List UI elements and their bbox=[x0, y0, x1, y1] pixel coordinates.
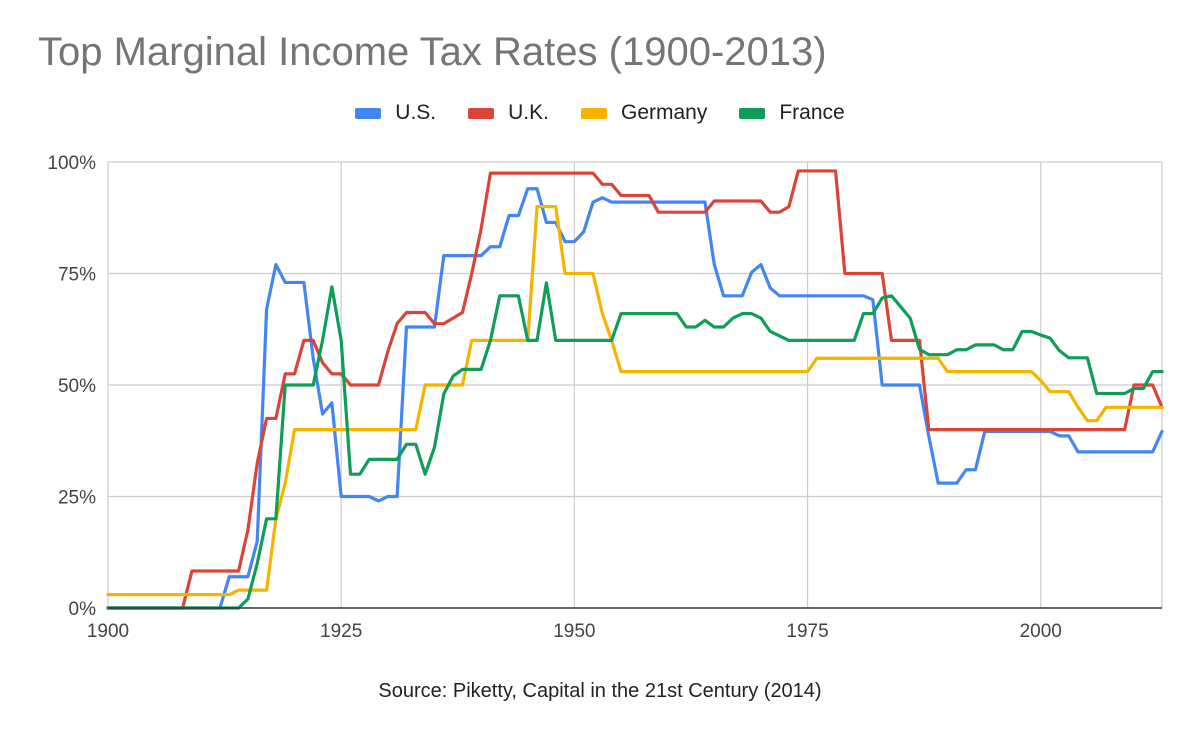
legend-label-us: U.S. bbox=[395, 101, 437, 124]
x-tick-label: 1950 bbox=[553, 621, 595, 642]
chart-title: Top Marginal Income Tax Rates (1900-2013… bbox=[38, 30, 827, 74]
grid-lines bbox=[107, 161, 1163, 608]
axes: 0% 25% 50% 75% 100% 1900 1925 1950 1975 2000 bbox=[47, 153, 1162, 642]
source-note: Source: Piketty, Capital in the 21st Cen… bbox=[378, 680, 822, 702]
y-tick-label: 50% bbox=[58, 376, 96, 397]
legend-swatch-germany bbox=[580, 107, 607, 119]
legend-item-us[interactable]: U.S. bbox=[355, 100, 436, 126]
x-tick-label: 1925 bbox=[320, 621, 362, 642]
x-tick-label: 2000 bbox=[1020, 621, 1062, 642]
legend-item-france[interactable]: France bbox=[739, 100, 845, 126]
y-tick-label: 0% bbox=[69, 599, 97, 620]
legend-label-germany: Germany bbox=[620, 101, 708, 124]
series-line-france bbox=[106, 281, 1164, 610]
series-lines bbox=[106, 169, 1164, 610]
series-line-u-s bbox=[106, 187, 1164, 610]
legend-swatch-uk bbox=[468, 107, 495, 119]
legend-item-uk[interactable]: U.K. bbox=[468, 100, 549, 126]
legend-swatch-france bbox=[739, 107, 766, 119]
legend-swatch-us bbox=[355, 107, 382, 119]
series-line-germany bbox=[106, 205, 1164, 597]
y-tick-label: 25% bbox=[58, 488, 96, 509]
legend-label-uk: U.K. bbox=[508, 101, 549, 124]
legend-item-germany[interactable]: Germany bbox=[580, 100, 708, 126]
series-line-u-k bbox=[106, 169, 1164, 610]
x-tick-label: 1975 bbox=[786, 621, 828, 642]
x-tick-label: 1900 bbox=[87, 621, 129, 642]
y-tick-label: 100% bbox=[47, 153, 96, 174]
y-tick-label: 75% bbox=[58, 265, 96, 286]
legend-label-france: France bbox=[779, 101, 845, 124]
legend: U.S. U.K. Germany France bbox=[0, 100, 1200, 126]
